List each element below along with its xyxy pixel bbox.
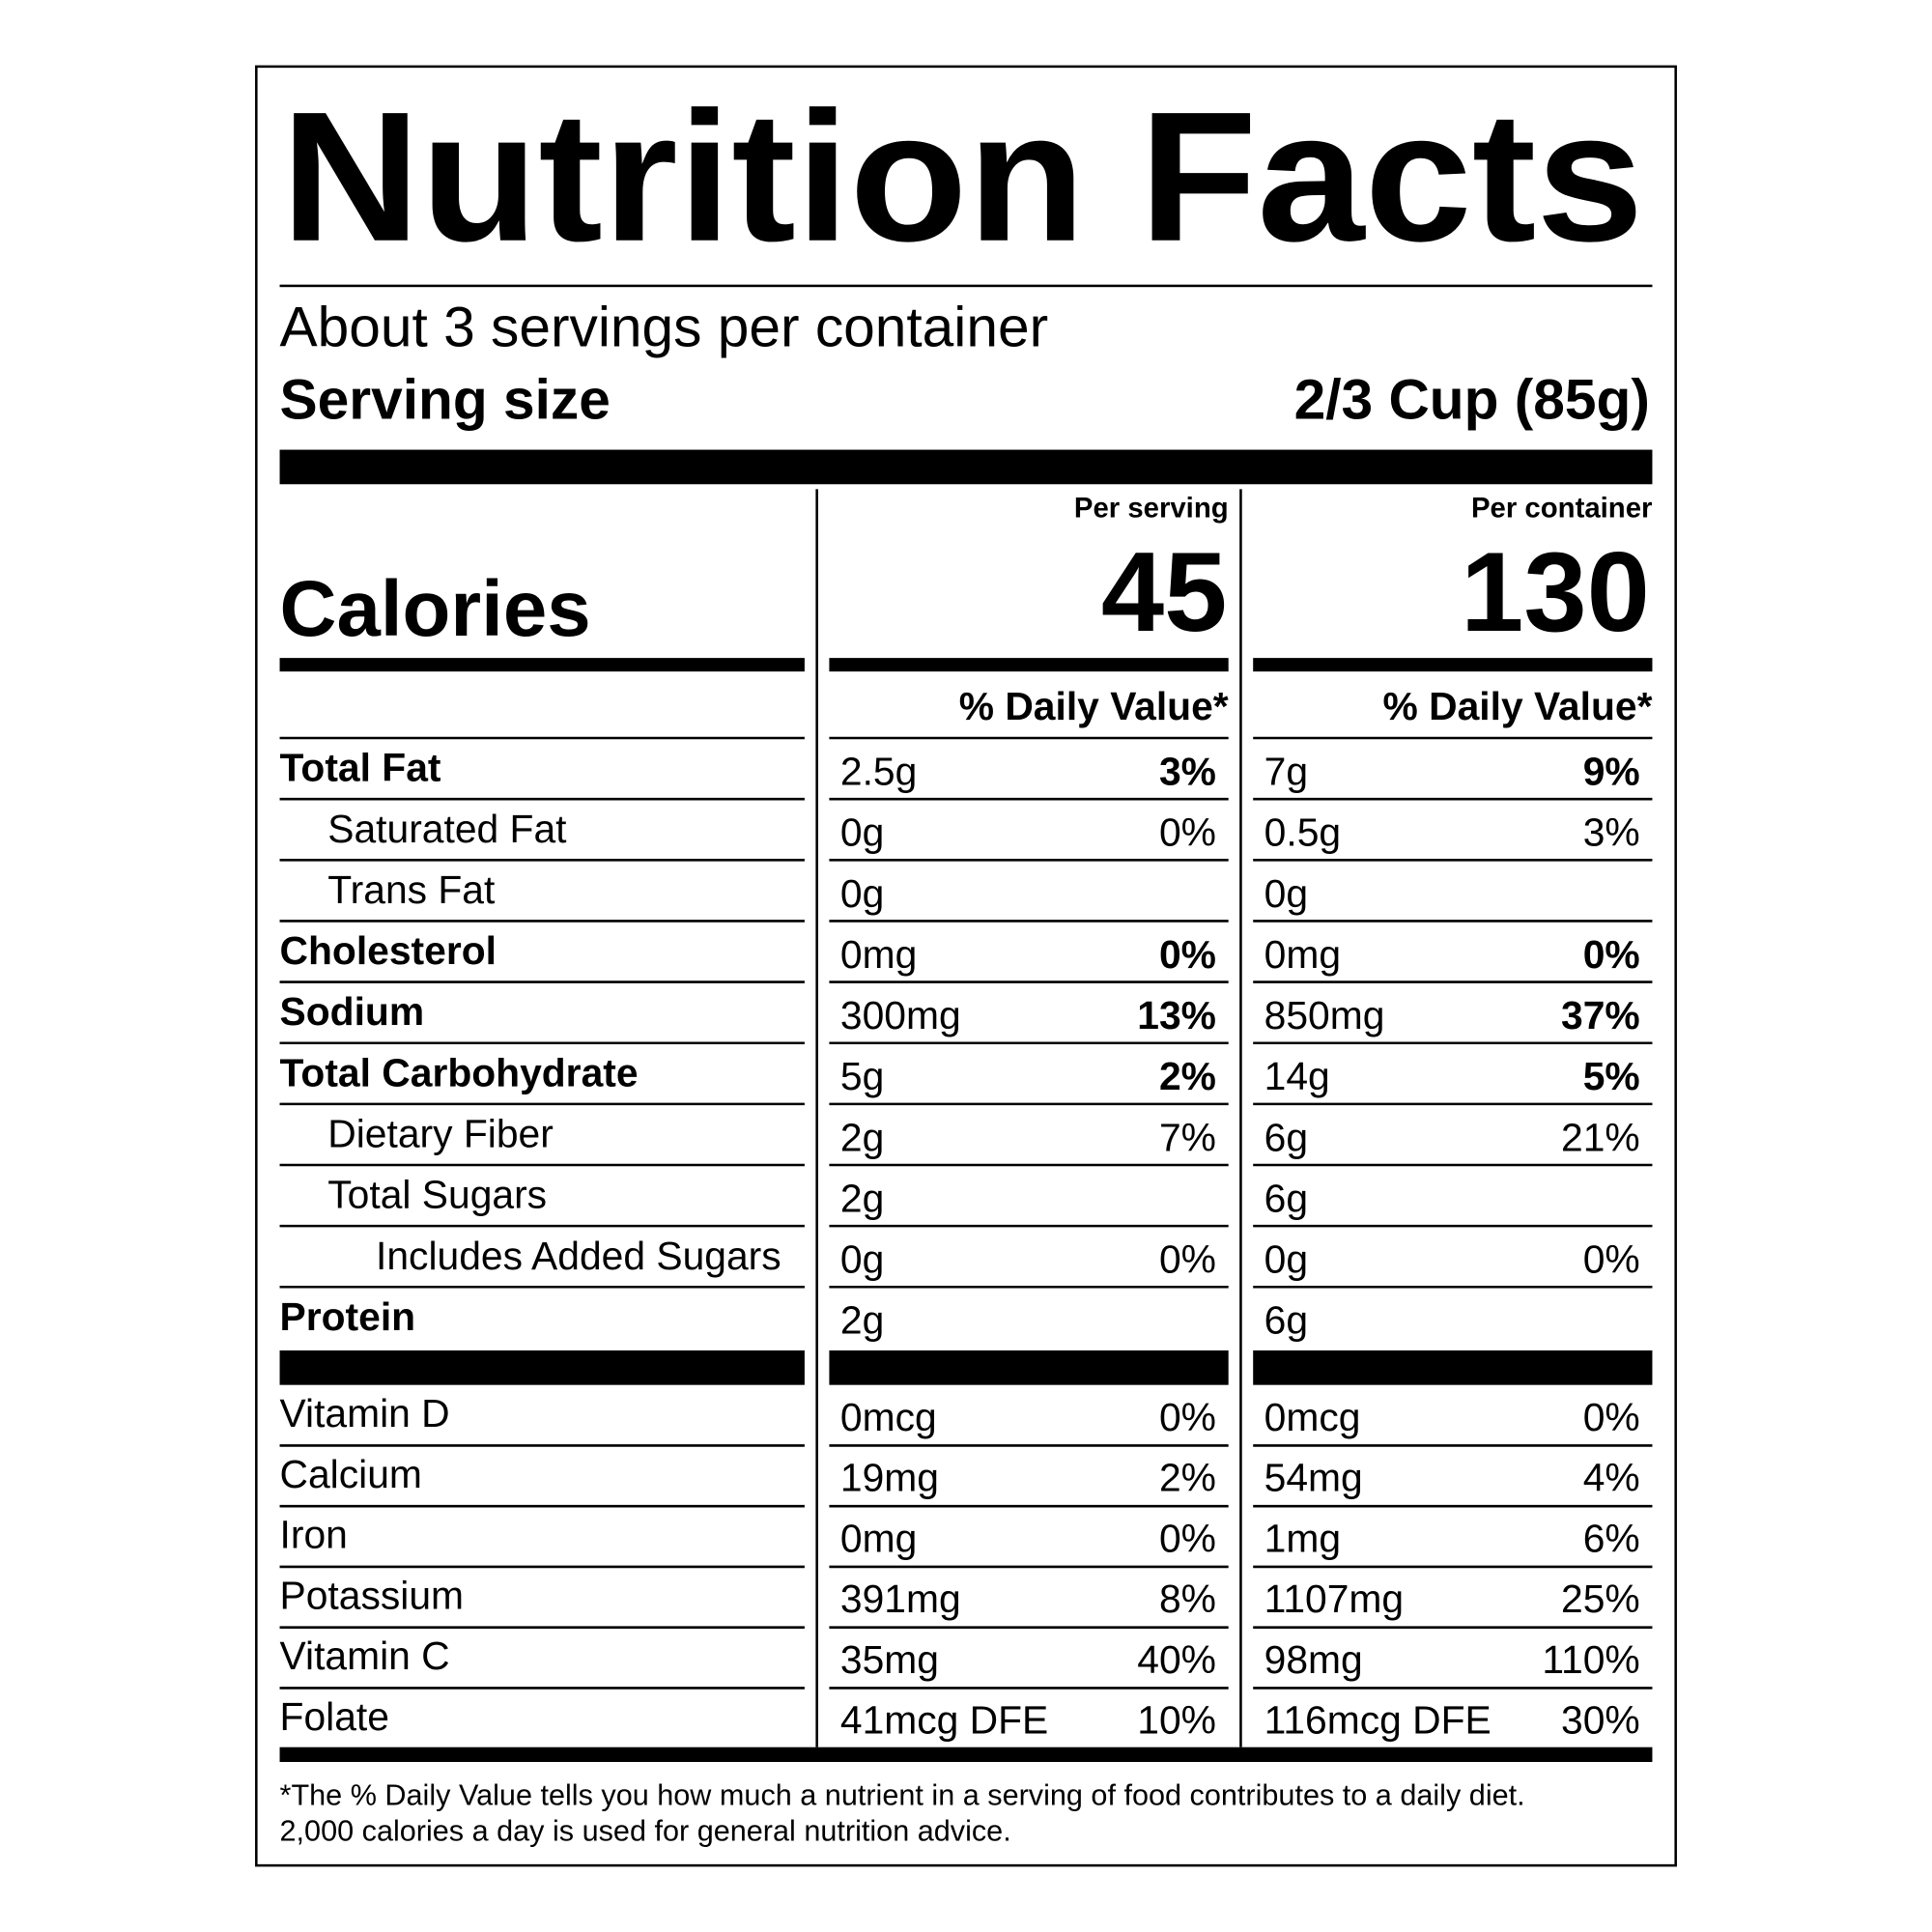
- amount: 0mg: [840, 932, 917, 977]
- amount: 19mg: [840, 1456, 939, 1500]
- amount: 14g: [1264, 1054, 1330, 1098]
- daily-value: 2%: [1159, 1054, 1216, 1098]
- nutrient-name: Total Carbohydrate: [280, 1050, 639, 1094]
- amount: 7g: [1264, 750, 1308, 794]
- amount: 54mg: [1264, 1456, 1363, 1500]
- calories-label: Calories: [280, 565, 591, 653]
- nutrient-name: Total Fat: [280, 746, 441, 790]
- amount: 6g: [1264, 1298, 1308, 1343]
- amount: 116mcg DFE: [1264, 1698, 1492, 1743]
- amount: 1mg: [1264, 1516, 1341, 1560]
- daily-value: 0%: [1159, 1395, 1216, 1439]
- amount: 300mg: [840, 993, 961, 1037]
- daily-value: 3%: [1583, 810, 1640, 855]
- bar: [279, 658, 805, 672]
- nutrient-name: Vitamin D: [280, 1391, 450, 1435]
- daily-value: 0%: [1159, 1237, 1216, 1282]
- calories-per-container: 130: [1461, 528, 1650, 655]
- amount: 0mcg: [1264, 1395, 1361, 1439]
- daily-value: 0%: [1583, 1237, 1640, 1282]
- nutrient-name: Cholesterol: [280, 928, 497, 973]
- daily-value: 110%: [1542, 1637, 1639, 1682]
- amount: 6g: [1264, 1176, 1308, 1220]
- amount: 2g: [840, 1298, 884, 1343]
- rule: [279, 284, 1653, 288]
- daily-value: 0%: [1159, 810, 1216, 855]
- amount: 1107mg: [1264, 1577, 1404, 1621]
- nutrient-name: Total Sugars: [327, 1173, 547, 1217]
- daily-value: 9%: [1583, 750, 1640, 794]
- daily-value: 37%: [1561, 993, 1640, 1037]
- bar: [829, 658, 1229, 672]
- amount: 41mcg DFE: [840, 1698, 1048, 1743]
- amount: 391mg: [840, 1577, 961, 1621]
- daily-value-heading: % Daily Value*: [1383, 684, 1653, 728]
- amount: 0g: [840, 810, 884, 855]
- daily-value: 25%: [1561, 1577, 1640, 1621]
- amount: 850mg: [1264, 993, 1385, 1037]
- bar: [1253, 658, 1653, 672]
- amount: 0mcg: [840, 1395, 937, 1439]
- nutrient-name: Protein: [280, 1294, 416, 1339]
- nutrient-name: Sodium: [280, 989, 425, 1034]
- servings: About 3 servings per container: [280, 296, 1049, 358]
- amount: 0g: [1264, 1237, 1308, 1282]
- nutrient-name: Vitamin C: [280, 1634, 450, 1678]
- amount: 5g: [840, 1054, 884, 1098]
- footnote: 2,000 calories a day is used for general…: [280, 1815, 1011, 1848]
- serving-size-label: Serving size: [280, 369, 611, 432]
- daily-value: 10%: [1137, 1698, 1216, 1743]
- amount: 0g: [1264, 871, 1308, 916]
- daily-value: 21%: [1561, 1115, 1640, 1159]
- amount: 6g: [1264, 1115, 1308, 1159]
- serving-size: 2/3 Cup (85g): [1294, 369, 1650, 432]
- daily-value: 0%: [1159, 932, 1216, 977]
- footnote: *The % Daily Value tells you how much a …: [280, 1779, 1525, 1812]
- daily-value-heading: % Daily Value*: [959, 684, 1229, 728]
- daily-value: 2%: [1159, 1456, 1216, 1500]
- daily-value: 7%: [1159, 1115, 1216, 1159]
- nutrient-name: Folate: [280, 1694, 389, 1739]
- bar: [279, 1747, 1653, 1762]
- bar: [1253, 1350, 1653, 1385]
- nutrient-name: Potassium: [280, 1573, 464, 1617]
- nutrient-name: Calcium: [280, 1452, 422, 1496]
- bar: [829, 1350, 1229, 1385]
- amount: 2g: [840, 1115, 884, 1159]
- daily-value: 0%: [1583, 1395, 1640, 1439]
- daily-value: 3%: [1159, 750, 1216, 794]
- amount: 98mg: [1264, 1637, 1363, 1682]
- daily-value: 0%: [1159, 1516, 1216, 1560]
- amount: 2.5g: [840, 750, 917, 794]
- amount: 0.5g: [1264, 810, 1341, 855]
- calories-per-serving: 45: [1101, 528, 1228, 655]
- nutrient-name: Includes Added Sugars: [376, 1234, 781, 1278]
- daily-value: 40%: [1137, 1637, 1216, 1682]
- nutrient-name: Dietary Fiber: [327, 1112, 554, 1156]
- bar: [279, 1350, 805, 1385]
- daily-value: 4%: [1583, 1456, 1640, 1500]
- title: Nutrition Facts: [281, 73, 1644, 280]
- daily-value: 13%: [1137, 993, 1216, 1037]
- daily-value: 0%: [1583, 932, 1640, 977]
- nutrient-name: Iron: [280, 1513, 348, 1557]
- daily-value: 6%: [1583, 1516, 1640, 1560]
- daily-value: 8%: [1159, 1577, 1216, 1621]
- per-container-heading: Per container: [1471, 493, 1652, 525]
- amount: 35mg: [840, 1637, 939, 1682]
- amount: 0g: [840, 1237, 884, 1282]
- amount: 2g: [840, 1176, 884, 1220]
- per-serving-heading: Per serving: [1074, 493, 1229, 525]
- thick-bar: [279, 449, 1653, 485]
- amount: 0g: [840, 871, 884, 916]
- nutrient-name: Trans Fat: [327, 867, 496, 912]
- daily-value: 30%: [1561, 1698, 1640, 1743]
- nutrient-name: Saturated Fat: [327, 807, 567, 851]
- amount: 0mg: [840, 1516, 917, 1560]
- amount: 0mg: [1264, 932, 1341, 977]
- daily-value: 5%: [1583, 1054, 1640, 1098]
